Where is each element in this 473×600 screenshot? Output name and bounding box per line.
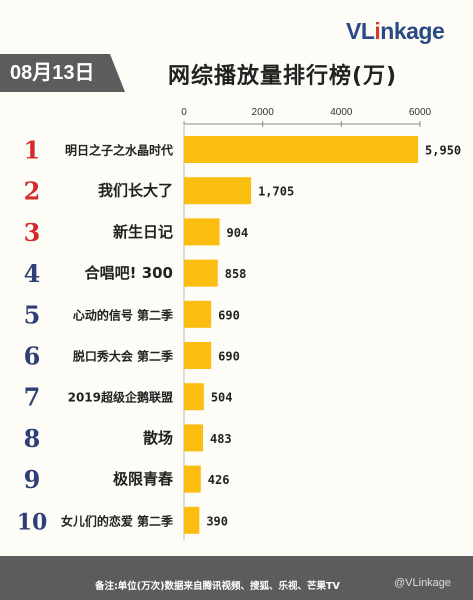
value-label: 904 bbox=[227, 226, 249, 240]
category-label: 2019超级企鹅联盟 bbox=[68, 390, 173, 405]
category-label: 心动的信号 第二季 bbox=[73, 307, 174, 322]
bar bbox=[184, 342, 212, 369]
category-label: 女儿们的恋爱 第二季 bbox=[61, 513, 174, 528]
value-label: 504 bbox=[211, 391, 233, 405]
vlinkage-logo: VLinkage bbox=[346, 18, 445, 44]
value-label: 858 bbox=[225, 267, 247, 281]
rank-number: 2 bbox=[24, 177, 41, 206]
footer-bar bbox=[0, 556, 473, 600]
x-tick-label: 0 bbox=[181, 107, 187, 118]
bar bbox=[184, 177, 252, 205]
date-badge: 08月13日 bbox=[0, 54, 125, 92]
rank-number: 9 bbox=[24, 465, 41, 494]
category-label: 我们长大了 bbox=[98, 182, 173, 200]
value-label: 690 bbox=[218, 308, 240, 322]
rank-number: 4 bbox=[24, 259, 41, 288]
bar bbox=[184, 424, 203, 452]
category-label: 极限青春 bbox=[113, 470, 173, 488]
value-label: 5,950 bbox=[425, 144, 461, 158]
bar bbox=[184, 506, 200, 534]
category-label: 明日之子之水晶时代 bbox=[65, 143, 173, 158]
x-tick-label: 4000 bbox=[330, 107, 353, 118]
x-tick-label: 2000 bbox=[252, 107, 275, 118]
value-label: 426 bbox=[208, 473, 230, 487]
weibo-watermark: @VLinkage bbox=[394, 577, 452, 589]
x-tick-label: 6000 bbox=[409, 107, 432, 118]
bar bbox=[184, 218, 220, 246]
value-label: 690 bbox=[218, 350, 240, 364]
bar-chart: 0 2000 4000 6000 1 明日之子之水晶时代 5,950 2 我们长大了 1,705 3… bbox=[17, 107, 461, 540]
footer-note: 备注:单位(万次)数据来自腾讯视频、搜狐、乐视、芒果TV bbox=[95, 581, 340, 592]
value-label: 483 bbox=[210, 432, 232, 446]
rank-number: 8 bbox=[24, 424, 41, 453]
rank-number: 5 bbox=[24, 300, 41, 329]
rank-number: 3 bbox=[24, 218, 41, 247]
value-label: 390 bbox=[206, 514, 228, 528]
rank-number: 10 bbox=[17, 509, 48, 535]
page-title: 网综播放量排行榜(万) bbox=[168, 64, 398, 89]
category-label: 脱口秀大会 第二季 bbox=[73, 349, 174, 364]
bar bbox=[184, 465, 201, 493]
category-label: 新生日记 bbox=[113, 223, 173, 241]
bar bbox=[184, 383, 204, 411]
value-label: 1,705 bbox=[258, 185, 294, 199]
rank-number: 7 bbox=[24, 383, 41, 412]
bar bbox=[184, 259, 218, 287]
rank-number: 1 bbox=[24, 136, 41, 165]
rank-number: 6 bbox=[24, 342, 41, 371]
bar bbox=[184, 300, 212, 328]
category-label: 合唱吧! 300 bbox=[84, 264, 173, 282]
category-label: 散场 bbox=[143, 429, 173, 447]
bar bbox=[184, 136, 419, 163]
